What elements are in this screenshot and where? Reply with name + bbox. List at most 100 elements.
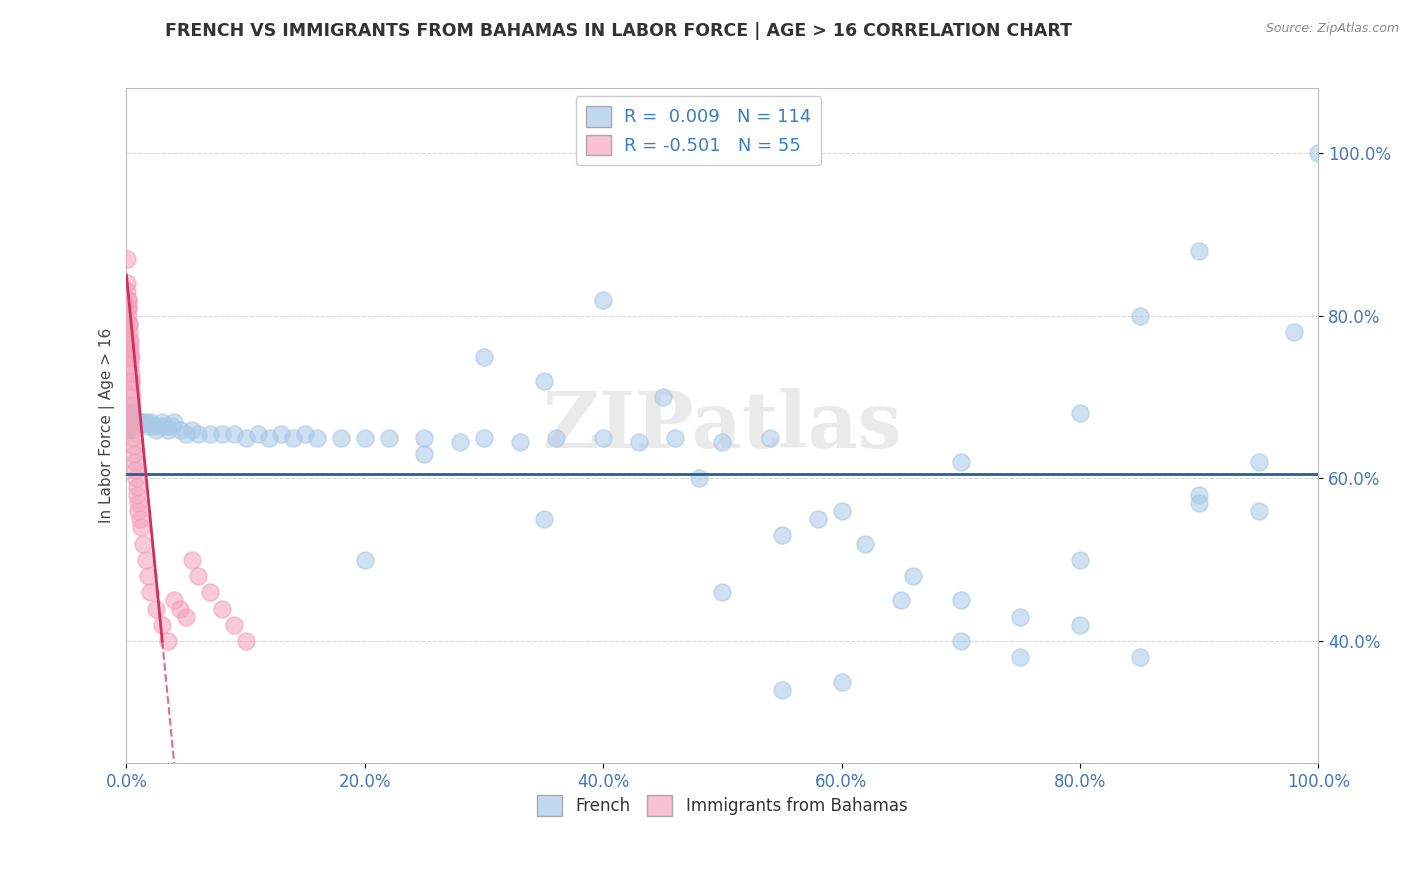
Point bbox=[1069, 553, 1091, 567]
Point bbox=[125, 480, 148, 494]
Point bbox=[353, 553, 375, 567]
Point bbox=[117, 423, 139, 437]
Point bbox=[131, 416, 153, 430]
Point bbox=[122, 431, 145, 445]
Point bbox=[117, 398, 139, 412]
Point bbox=[1128, 650, 1150, 665]
Point bbox=[353, 431, 375, 445]
Point bbox=[117, 293, 139, 307]
Point bbox=[118, 415, 141, 429]
Point bbox=[124, 455, 146, 469]
Y-axis label: In Labor Force | Age > 16: In Labor Force | Age > 16 bbox=[100, 328, 115, 524]
Text: FRENCH VS IMMIGRANTS FROM BAHAMAS IN LABOR FORCE | AGE > 16 CORRELATION CHART: FRENCH VS IMMIGRANTS FROM BAHAMAS IN LAB… bbox=[165, 22, 1073, 40]
Point bbox=[121, 418, 143, 433]
Point bbox=[533, 512, 555, 526]
Point bbox=[121, 415, 143, 429]
Point bbox=[949, 634, 972, 648]
Point bbox=[118, 415, 141, 429]
Point bbox=[121, 374, 143, 388]
Point bbox=[1010, 609, 1032, 624]
Point bbox=[117, 301, 139, 315]
Point bbox=[1188, 244, 1211, 258]
Point bbox=[198, 426, 221, 441]
Point bbox=[117, 317, 139, 331]
Point bbox=[770, 528, 793, 542]
Point bbox=[120, 418, 142, 433]
Point bbox=[118, 418, 141, 433]
Point bbox=[592, 293, 614, 307]
Point bbox=[413, 447, 436, 461]
Point bbox=[187, 426, 209, 441]
Point bbox=[160, 418, 183, 433]
Point bbox=[118, 423, 141, 437]
Point bbox=[150, 618, 173, 632]
Point bbox=[120, 350, 142, 364]
Point bbox=[136, 418, 159, 433]
Point bbox=[174, 426, 197, 441]
Point bbox=[1069, 406, 1091, 420]
Point bbox=[853, 536, 876, 550]
Point bbox=[949, 455, 972, 469]
Point bbox=[449, 434, 471, 449]
Point bbox=[509, 434, 531, 449]
Point bbox=[117, 415, 139, 429]
Point bbox=[120, 415, 142, 429]
Point bbox=[120, 358, 142, 372]
Point bbox=[127, 496, 149, 510]
Text: Source: ZipAtlas.com: Source: ZipAtlas.com bbox=[1265, 22, 1399, 36]
Point bbox=[122, 415, 145, 429]
Point bbox=[136, 569, 159, 583]
Point bbox=[118, 350, 141, 364]
Point bbox=[125, 415, 148, 429]
Point bbox=[235, 431, 257, 445]
Text: ZIPatlas: ZIPatlas bbox=[543, 388, 903, 464]
Point bbox=[211, 601, 233, 615]
Point bbox=[139, 585, 162, 599]
Point bbox=[807, 512, 830, 526]
Point bbox=[125, 471, 148, 485]
Point bbox=[831, 504, 853, 518]
Point bbox=[890, 593, 912, 607]
Point bbox=[122, 423, 145, 437]
Point bbox=[377, 431, 399, 445]
Point bbox=[211, 426, 233, 441]
Legend: French, Immigrants from Bahamas: French, Immigrants from Bahamas bbox=[530, 789, 914, 822]
Point bbox=[330, 431, 353, 445]
Point bbox=[770, 682, 793, 697]
Point bbox=[118, 415, 141, 429]
Point bbox=[127, 415, 149, 429]
Point bbox=[1188, 488, 1211, 502]
Point bbox=[759, 431, 782, 445]
Point bbox=[259, 431, 281, 445]
Point bbox=[127, 416, 149, 430]
Point bbox=[117, 309, 139, 323]
Point bbox=[121, 390, 143, 404]
Point bbox=[121, 406, 143, 420]
Point bbox=[125, 416, 148, 430]
Point bbox=[181, 423, 204, 437]
Point bbox=[150, 415, 173, 429]
Point bbox=[118, 333, 141, 347]
Point bbox=[120, 382, 142, 396]
Point bbox=[688, 471, 710, 485]
Point bbox=[121, 415, 143, 429]
Point bbox=[222, 426, 245, 441]
Point bbox=[122, 415, 145, 429]
Point bbox=[120, 366, 142, 380]
Point bbox=[128, 416, 150, 430]
Point bbox=[711, 434, 734, 449]
Point bbox=[1128, 309, 1150, 323]
Point bbox=[472, 350, 495, 364]
Point bbox=[711, 585, 734, 599]
Point bbox=[627, 434, 650, 449]
Point bbox=[124, 415, 146, 429]
Point bbox=[124, 463, 146, 477]
Point bbox=[135, 553, 157, 567]
Point bbox=[132, 536, 155, 550]
Point bbox=[153, 418, 176, 433]
Point bbox=[124, 416, 146, 430]
Point bbox=[117, 410, 139, 425]
Point bbox=[187, 569, 209, 583]
Point bbox=[235, 634, 257, 648]
Point bbox=[1188, 496, 1211, 510]
